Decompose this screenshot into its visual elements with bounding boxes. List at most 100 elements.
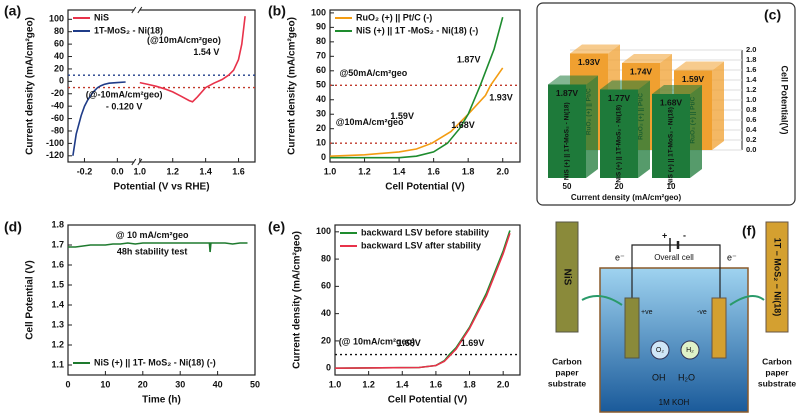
x-tick-label: 10 [100,379,110,389]
bar-series-label: NiS (+) || 1T-MoS₂ - Ni(18) [616,105,623,183]
y-tick-label: 40 [321,308,331,318]
x-axis-title: Cell Potential (V) [388,395,467,406]
y-tick-label: -20 [51,88,64,98]
panel-label: (a) [4,3,21,19]
annotation: 1.68V [451,120,475,130]
panel-frame [536,2,796,206]
x-tick-label: 1.4 [393,166,406,176]
bar-top [570,44,620,54]
y-axis-title: Cell Potential (V) [25,260,36,339]
x-tick-label: 20 [138,379,148,389]
plot-frame [329,9,521,163]
y-tick-label: -40 [51,101,64,111]
y-tick-label: 80 [316,36,326,46]
x-tick-label: 1.4 [396,379,409,389]
x-tick-label: 2.0 [497,379,510,389]
y-tick-label: 60 [321,281,331,291]
left-substrate [555,221,579,333]
bar-side [690,85,702,178]
annotation: 1.54 V [193,47,219,57]
gas-label: O₂ [656,347,664,354]
y-tick-label: 20 [316,123,326,133]
anode-label: +ve [641,309,653,316]
gas-label: H₂ [686,347,694,354]
x-tick-label: 1.8 [462,166,475,176]
x-tick-label: 50 [563,182,572,191]
y-tick-label: 1.5 [51,279,64,289]
axis-break [134,160,140,164]
x-tick-label: 0.0 [111,166,124,176]
annotation: (@10mA/cm²geo) [147,35,221,45]
x-tick-label: 1.6 [430,379,443,389]
y-tick-label: 40 [54,51,64,61]
bar-top [600,80,650,90]
x-axis-title: Current density (mA/cm²geo) [571,193,682,202]
annotation: @ 10 mA/cm²geo [116,230,189,240]
ion-label: H₂O [678,372,695,382]
right-substrate [765,221,789,333]
plot-frame [334,224,521,376]
x-tick-label: 1.6 [232,166,245,176]
x-axis-title: Time (h) [142,395,181,406]
left-electrode-label: NiS [561,269,572,286]
x-tick-label: 2.0 [496,166,509,176]
electron: e⁻ [615,252,625,262]
y-tick-label: 100 [49,14,64,24]
bar-top [652,85,702,94]
y-tick-label: 100 [311,7,326,17]
z-axis-title: Cell Potential(V) [780,65,790,134]
z-tick-label: 0.4 [746,125,757,134]
legend-label: 1T-MoS₂ - Ni(18) [94,25,163,35]
z-tick-label: 1.4 [746,75,757,84]
substrate-label: Carbon [552,356,582,366]
x-tick-label: -0.2 [77,166,93,176]
z-tick-label: 2.0 [746,45,756,54]
x-axis-title: Potential (V vs RHE) [113,182,209,193]
ion-label: OH [652,372,666,382]
series-line [68,242,248,253]
y-tick-label: 90 [316,22,326,32]
cathode-label: -ve [697,309,707,316]
y-tick-label: 20 [321,335,331,345]
plot-frame [67,224,256,376]
y-tick-label: -80 [51,125,64,135]
x-tick-label: 1.0 [329,379,342,389]
x-tick-label: 1.2 [362,379,375,389]
y-tick-label: 30 [316,109,326,119]
electron: e⁻ [727,252,737,262]
bar-top [548,75,598,85]
legend-label: RuO₂ (+) || Pt/C (-) [356,12,432,22]
y-tick-label: 40 [316,94,326,104]
z-tick-label: 1.2 [746,85,756,94]
annotation: 48h stability test [117,246,188,256]
x-tick-label: 1.4 [199,166,212,176]
value-label: 1.59V [682,74,705,84]
x-tick-label: 1.0 [324,166,337,176]
h2-bubble [680,340,700,360]
battery-plus: + [662,230,667,240]
series-line [330,16,504,159]
axis-break-mark [131,158,137,166]
annotation: (@ 10mA/cm²geo) [339,336,415,346]
electrolyte-label: 1M KOH [659,398,690,407]
x-axis-title: Cell Potential (V) [385,182,464,193]
annotation: 1.68V [397,338,421,348]
battery-minus: - [683,230,686,240]
x-tick-label: 0 [65,379,70,389]
arrow [581,295,623,306]
value-label: 1.87V [556,88,579,98]
x-tick-label: 1.6 [427,166,440,176]
cathode [711,297,727,359]
x-tick-label: 1.2 [166,166,179,176]
z-tick-label: 1.8 [746,55,756,64]
value-label: 1.68V [660,97,683,107]
y-tick-label: -100 [46,138,64,148]
diagram: (f) + - Overall cell e⁻ e⁻ +ve -ve O₂ H₂… [548,221,796,413]
substrate-label: substrate [548,378,587,388]
x-tick-label: 50 [250,379,260,389]
y-tick-label: 80 [54,26,64,36]
z-tick-label: 0.6 [746,115,756,124]
z-tick-label: 0.0 [746,145,756,154]
y-tick-label: 80 [321,253,331,263]
axis-break-mark [137,6,143,14]
